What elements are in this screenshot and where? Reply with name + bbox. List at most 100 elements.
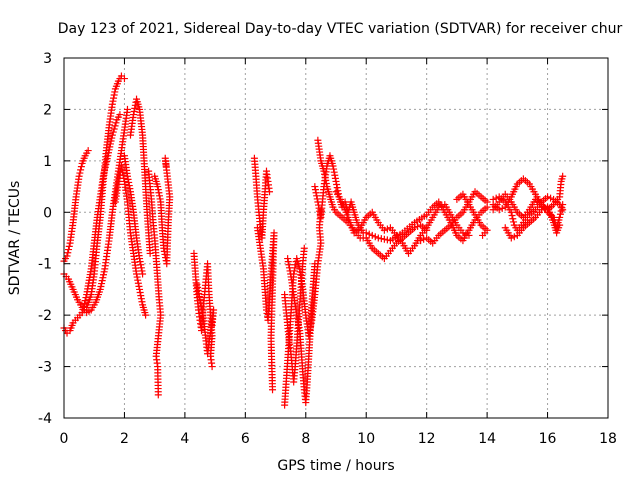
x-tick-label: 12	[418, 431, 436, 447]
data-point	[284, 255, 292, 263]
data-point	[103, 155, 111, 163]
data-point	[77, 163, 85, 171]
x-axis-label: GPS time / hours	[277, 458, 394, 474]
data-point	[80, 300, 88, 308]
data-point	[65, 242, 73, 250]
data-point	[330, 168, 338, 176]
data-point	[123, 105, 131, 113]
data-point	[266, 188, 274, 196]
data-point	[498, 204, 506, 212]
data-point	[110, 91, 118, 99]
data-point	[374, 234, 382, 242]
data-point	[135, 282, 143, 290]
data-point	[291, 264, 299, 272]
data-point	[208, 321, 216, 329]
data-point	[509, 215, 517, 223]
data-point	[105, 146, 113, 154]
data-point	[365, 230, 373, 238]
data-point	[313, 192, 321, 200]
data-point	[130, 111, 138, 119]
data-point	[331, 174, 339, 182]
data-point	[311, 186, 319, 194]
data-point	[111, 122, 119, 130]
y-tick-label: 3	[43, 51, 52, 67]
data-point	[556, 210, 564, 218]
data-point	[154, 186, 162, 194]
data-point	[64, 249, 72, 257]
data-point	[559, 172, 567, 180]
data-point	[97, 282, 105, 290]
data-point	[332, 177, 340, 185]
data-point	[154, 391, 162, 399]
data-point	[125, 178, 133, 186]
data-point	[109, 97, 117, 105]
data-point	[307, 319, 315, 327]
data-point	[333, 181, 341, 189]
data-point	[136, 255, 144, 263]
data-point	[134, 279, 142, 287]
data-point	[295, 323, 303, 331]
data-point	[137, 292, 145, 300]
data-point	[154, 183, 162, 191]
x-tick-label: 2	[120, 431, 129, 447]
data-point	[559, 206, 567, 214]
y-tick-label: 2	[43, 102, 52, 118]
data-point	[330, 165, 338, 173]
scatter-marks	[60, 72, 567, 409]
data-point	[142, 311, 150, 319]
data-point	[110, 94, 118, 102]
data-point	[156, 192, 164, 200]
data-point	[120, 75, 128, 83]
data-point	[136, 289, 144, 297]
data-point	[137, 264, 145, 272]
y-tick-label: 0	[43, 205, 52, 221]
data-point	[194, 286, 202, 294]
data-point	[285, 261, 293, 269]
data-point	[137, 261, 145, 269]
data-point	[96, 285, 104, 293]
y-tick-label: -4	[38, 411, 52, 427]
data-point	[117, 162, 125, 170]
data-point	[138, 298, 146, 306]
data-point	[197, 299, 205, 307]
data-point	[107, 137, 115, 145]
data-point	[495, 206, 503, 214]
data-point	[130, 107, 138, 115]
data-point	[269, 386, 277, 394]
data-point	[195, 293, 203, 301]
data-point	[126, 185, 134, 193]
data-point	[198, 305, 206, 313]
data-point	[106, 143, 114, 151]
data-point	[109, 128, 117, 136]
data-point	[544, 193, 552, 201]
data-point	[81, 297, 89, 305]
y-tick-label: -2	[38, 308, 52, 324]
data-point	[78, 309, 86, 317]
data-point	[133, 273, 141, 281]
data-point	[136, 258, 144, 266]
x-tick-label: 14	[478, 431, 496, 447]
data-point	[77, 166, 85, 174]
data-point	[322, 179, 330, 187]
data-point	[322, 176, 330, 184]
data-point	[333, 184, 341, 192]
data-point	[104, 152, 112, 160]
data-point	[541, 204, 549, 212]
chart-title: Day 123 of 2021, Sidereal Day-to-day VTE…	[58, 21, 623, 37]
data-point	[329, 162, 337, 170]
data-point	[101, 163, 109, 171]
data-point	[483, 198, 491, 206]
data-point	[193, 280, 201, 288]
data-point	[125, 182, 133, 190]
data-point	[101, 166, 109, 174]
data-point	[82, 294, 90, 302]
data-point	[112, 119, 120, 127]
data-point	[507, 208, 515, 216]
data-point	[119, 168, 127, 176]
data-point	[133, 270, 141, 278]
grid	[64, 58, 608, 418]
data-point	[136, 285, 144, 293]
data-point	[106, 140, 114, 148]
data-point	[134, 276, 142, 284]
data-point	[146, 249, 154, 257]
